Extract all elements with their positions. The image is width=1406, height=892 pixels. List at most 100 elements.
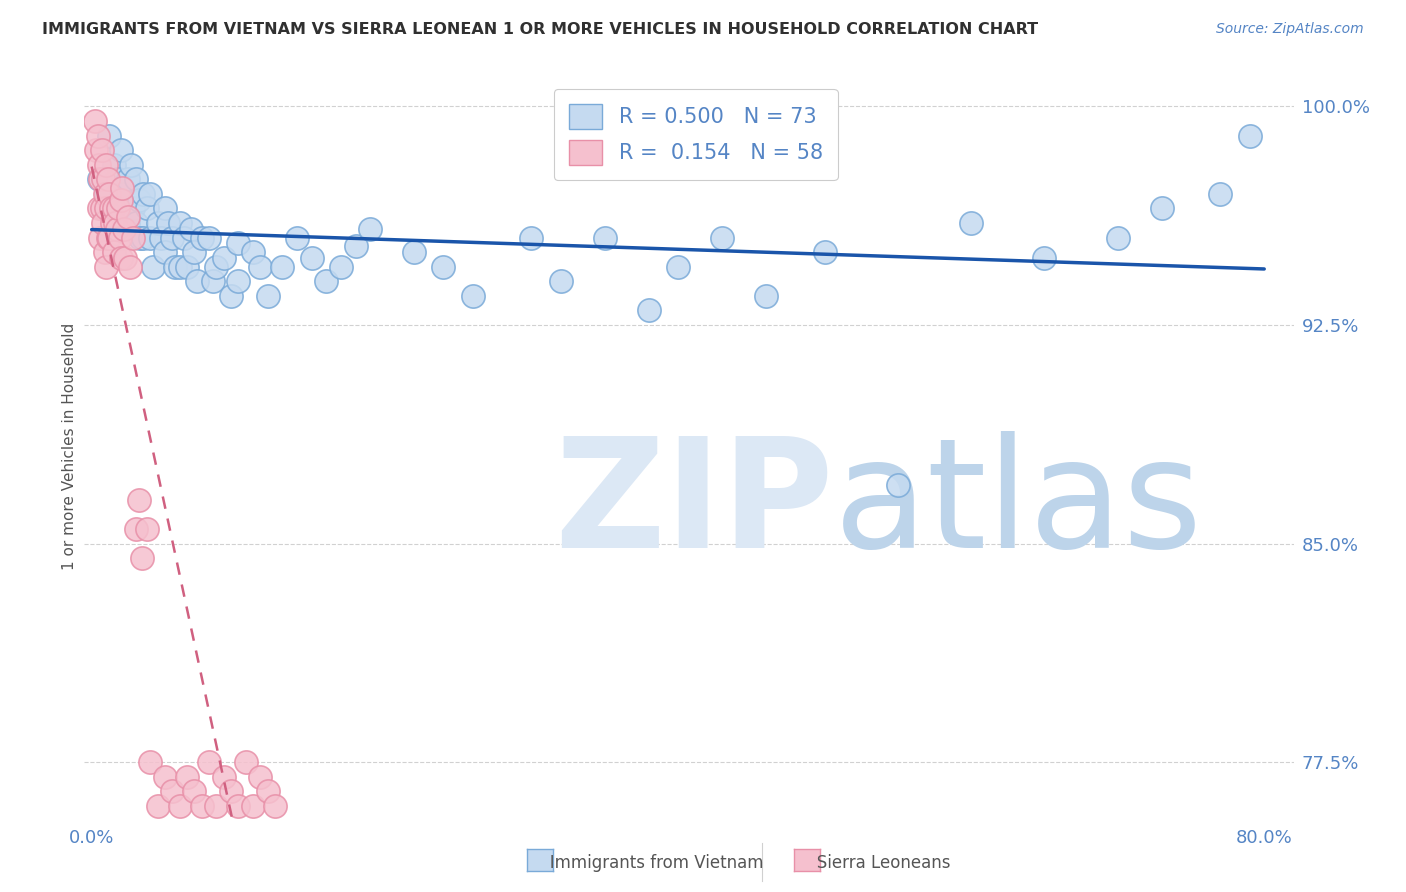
Point — [219, 784, 242, 798]
Point — [202, 274, 225, 288]
Point — [97, 172, 120, 186]
Point — [91, 202, 114, 216]
Point — [242, 245, 264, 260]
Point — [98, 186, 121, 201]
Point — [96, 260, 118, 274]
Point — [87, 172, 110, 186]
Point — [637, 303, 659, 318]
Point — [139, 756, 162, 770]
Point — [121, 202, 143, 216]
Point — [226, 236, 249, 251]
Point — [136, 202, 159, 216]
Point — [162, 784, 184, 798]
Point — [124, 216, 146, 230]
Point — [110, 143, 132, 157]
Point — [87, 202, 110, 216]
Point — [96, 186, 118, 201]
Point — [110, 251, 132, 265]
Point — [136, 522, 159, 536]
Point — [219, 289, 242, 303]
Point — [87, 158, 110, 172]
Point — [205, 799, 228, 814]
Point — [124, 522, 146, 536]
Point — [96, 202, 118, 216]
Point — [93, 216, 115, 230]
Point — [432, 260, 454, 274]
Point — [128, 193, 150, 207]
Point — [103, 202, 125, 216]
Y-axis label: 1 or more Vehicles in Household: 1 or more Vehicles in Household — [62, 322, 77, 570]
Text: Source: ZipAtlas.com: Source: ZipAtlas.com — [1216, 22, 1364, 37]
Point — [153, 245, 176, 260]
Point — [710, 230, 733, 244]
Point — [101, 216, 124, 230]
Point — [256, 784, 278, 798]
Legend: R = 0.500   N = 73, R =  0.154   N = 58: R = 0.500 N = 73, R = 0.154 N = 58 — [554, 89, 838, 179]
Point — [94, 186, 117, 201]
Point — [176, 260, 198, 274]
Point — [146, 216, 169, 230]
Point — [112, 216, 135, 230]
Text: atlas: atlas — [834, 432, 1204, 581]
Point — [84, 143, 107, 157]
Point — [190, 799, 212, 814]
Point — [104, 216, 127, 230]
Point — [960, 216, 983, 230]
Point — [94, 245, 117, 260]
Point — [226, 274, 249, 288]
Point — [1033, 251, 1056, 265]
Point — [198, 230, 221, 244]
Point — [98, 128, 121, 143]
Point — [249, 260, 271, 274]
Point — [111, 181, 134, 195]
Point — [89, 230, 111, 244]
Point — [593, 230, 616, 244]
Text: IMMIGRANTS FROM VIETNAM VS SIERRA LEONEAN 1 OR MORE VEHICLES IN HOUSEHOLD CORREL: IMMIGRANTS FROM VIETNAM VS SIERRA LEONEA… — [42, 22, 1038, 37]
Point — [121, 230, 143, 244]
Point — [89, 172, 111, 186]
Point — [117, 210, 139, 224]
Point — [1150, 202, 1173, 216]
Point — [124, 172, 146, 186]
Point — [139, 186, 162, 201]
Point — [212, 251, 235, 265]
Point — [114, 251, 136, 265]
Point — [205, 260, 228, 274]
Point — [83, 114, 105, 128]
Point — [103, 202, 125, 216]
Point — [173, 230, 195, 244]
Point — [520, 230, 543, 244]
Point — [118, 260, 141, 274]
Point — [117, 216, 139, 230]
Point — [117, 172, 139, 186]
Point — [183, 784, 205, 798]
Point — [132, 186, 155, 201]
Point — [103, 245, 125, 260]
Point — [176, 770, 198, 784]
Point — [256, 289, 278, 303]
Point — [186, 274, 208, 288]
Point — [180, 221, 202, 235]
Point — [142, 260, 165, 274]
Point — [183, 245, 205, 260]
Point — [1107, 230, 1129, 244]
Point — [132, 230, 155, 244]
Point — [271, 260, 294, 274]
Point — [212, 770, 235, 784]
Point — [110, 186, 132, 201]
Point — [149, 230, 172, 244]
Point — [131, 551, 153, 566]
Point — [105, 221, 128, 235]
Point — [1239, 128, 1261, 143]
Point — [100, 202, 122, 216]
Point — [103, 158, 125, 172]
Point — [301, 251, 323, 265]
Point — [97, 230, 120, 244]
Point — [315, 274, 337, 288]
Point — [110, 193, 132, 207]
Point — [108, 230, 131, 244]
Point — [1209, 186, 1232, 201]
Point — [249, 770, 271, 784]
Point — [344, 239, 367, 253]
Point — [86, 128, 108, 143]
